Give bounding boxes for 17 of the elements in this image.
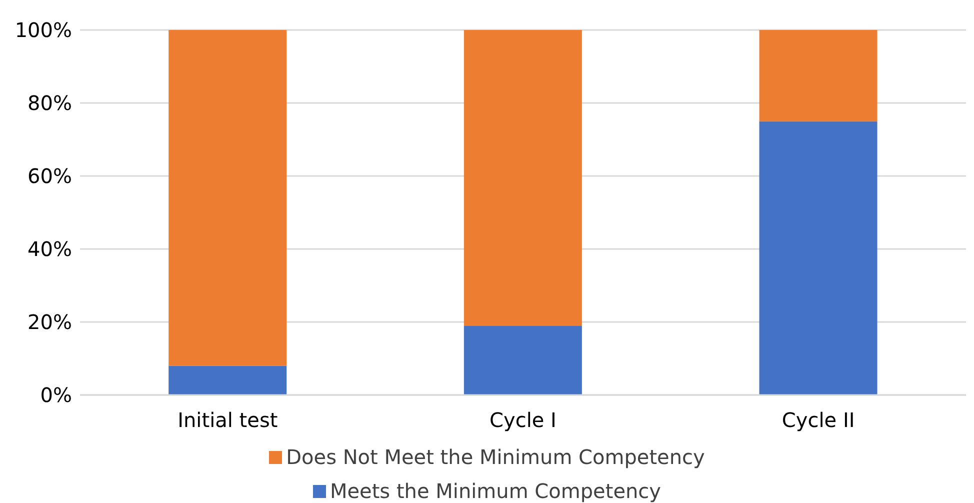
x-tick-label: Initial test xyxy=(178,408,278,432)
legend-label: Does Not Meet the Minimum Competency xyxy=(286,445,705,469)
y-tick-label: 60% xyxy=(28,164,72,188)
y-tick-label: 40% xyxy=(28,237,72,262)
y-tick-label: 0% xyxy=(40,383,72,408)
bar xyxy=(759,121,878,395)
legend-label: Meets the Minimum Competency xyxy=(330,479,662,503)
y-tick-label: 100% xyxy=(14,18,72,42)
y-tick-label: 80% xyxy=(28,91,72,116)
bar xyxy=(464,30,582,326)
bar xyxy=(759,30,878,122)
bar xyxy=(168,366,287,395)
bar xyxy=(168,30,287,366)
x-tick-label: Cycle II xyxy=(782,408,855,432)
x-tick-label: Cycle I xyxy=(490,408,556,432)
y-tick-label: 20% xyxy=(28,310,72,334)
bar xyxy=(464,326,582,395)
